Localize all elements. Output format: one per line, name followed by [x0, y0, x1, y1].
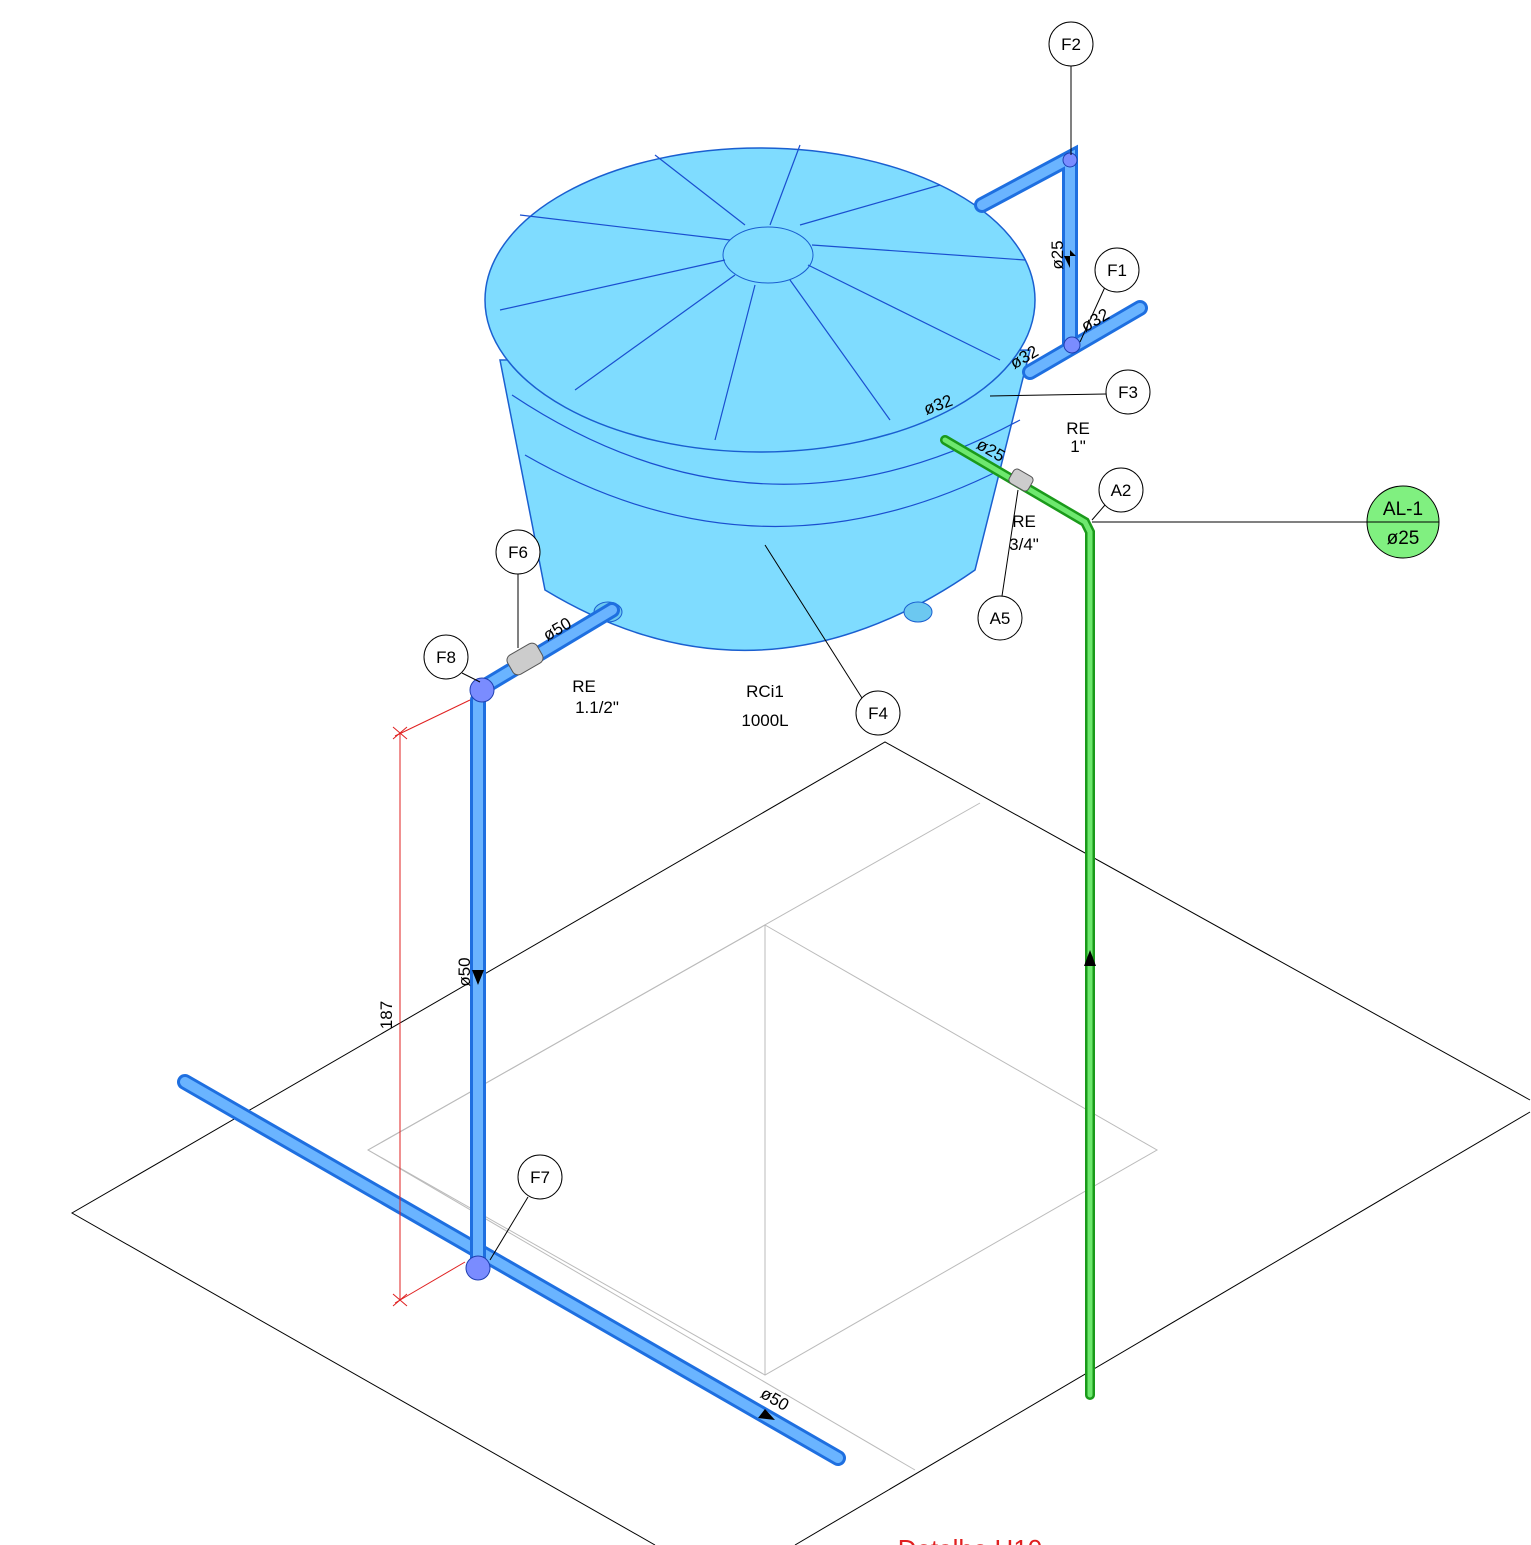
valve-label: RE [1066, 419, 1090, 438]
leader-lines [461, 66, 1367, 1261]
flow-arrow [472, 970, 484, 985]
tank-rim [524, 454, 1001, 528]
base-line [367, 1149, 916, 1471]
outlet [903, 601, 933, 623]
tank-rim [511, 394, 1021, 485]
tags: F1 F2 F3 F4 F6 F7 F8 A2 A5 AL-1 ø25 [423, 21, 1440, 1200]
system-diameter: ø25 [1387, 528, 1420, 549]
detail-title: Detalhe H10 [898, 1534, 1043, 1545]
elbow-fitting [1062, 152, 1078, 168]
tank-capacity: 1000L [741, 711, 788, 730]
green-pipe [940, 435, 1096, 1400]
dimension-label: 187 [377, 1001, 396, 1029]
dimension: 187 [377, 699, 471, 1307]
elbow-fitting [469, 677, 495, 703]
valve-label: RE [1012, 512, 1036, 531]
tag: F3 [1118, 383, 1138, 402]
pipe-label: ø50 [455, 957, 474, 986]
tee-fitting [1063, 336, 1081, 354]
tank-lid [484, 147, 1036, 453]
tag: A5 [990, 609, 1011, 628]
valve-label: RE [572, 677, 596, 696]
tank-hatch [722, 226, 814, 284]
base-outline [366, 924, 1159, 1376]
pipe-label: ø25 [1048, 240, 1067, 269]
valve [506, 642, 544, 676]
valve [1008, 468, 1034, 492]
tank-name: RCi1 [746, 682, 784, 701]
tag: F8 [436, 648, 456, 667]
tag: F4 [868, 704, 888, 723]
tag: F7 [530, 1168, 550, 1187]
flow-arrow [1064, 250, 1076, 268]
tank-ribs [499, 144, 1026, 441]
labels: RE 1" RE 3/4" RE 1.1/2" RCi1 1000L Detal… [572, 419, 1090, 1545]
valve-label: 1" [1070, 437, 1086, 456]
plane-edge [794, 1111, 1531, 1545]
flow-arrow [758, 1409, 775, 1420]
tag: F2 [1061, 35, 1081, 54]
tag: A2 [1111, 481, 1132, 500]
blue-pipes [177, 144, 1148, 1466]
valve-label: 1.1/2" [575, 698, 619, 717]
system-name: AL-1 [1383, 499, 1423, 520]
tee-fitting [465, 1255, 491, 1281]
tank [484, 144, 1036, 652]
flow-arrow [1084, 950, 1096, 966]
valve-label: 3/4" [1009, 535, 1039, 554]
tag: F6 [508, 543, 528, 562]
tag: F1 [1107, 261, 1127, 280]
